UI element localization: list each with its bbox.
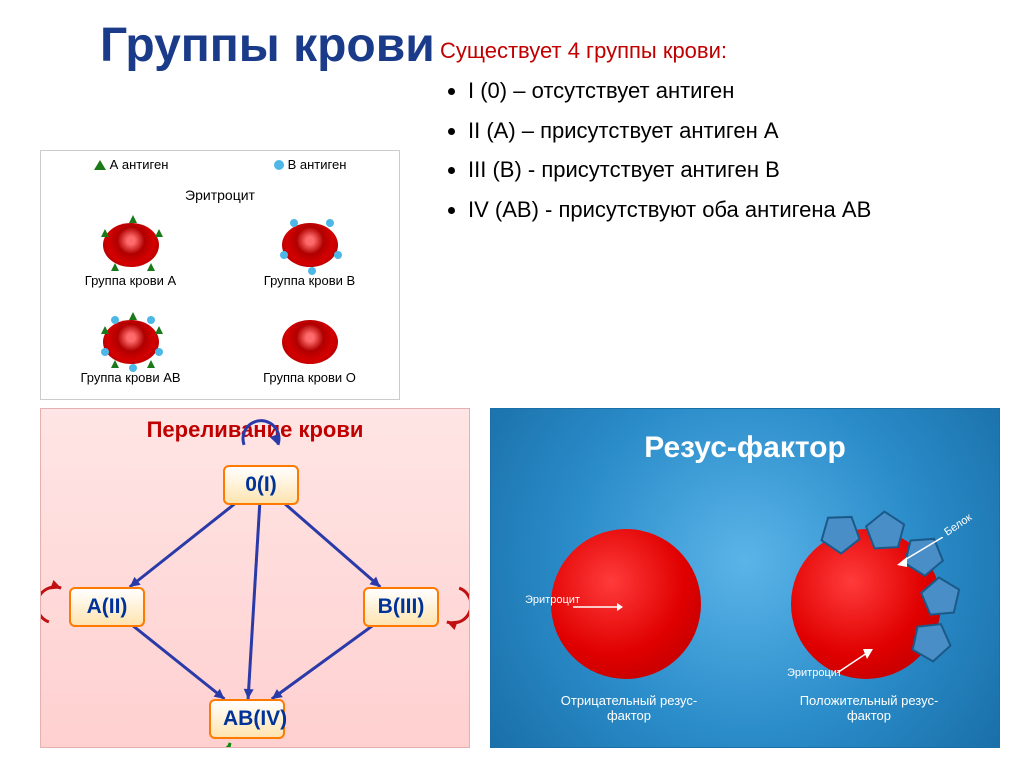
erythrocyte-cell: Группа крови АВ (41, 304, 220, 401)
bullet-item: I (0) – отсутствует антиген (468, 76, 1000, 106)
rh-factor-panel: Резус-фактор Эритроцит Белок Эритроцит О… (490, 408, 1000, 748)
rh-title: Резус-фактор (491, 431, 999, 465)
erythrocyte-icon (103, 223, 159, 267)
transfusion-node-b: B(III) (363, 587, 439, 627)
legend-a: А антиген (94, 157, 169, 172)
rh-neg-erythrocyte-label: Эритроцит (525, 594, 580, 606)
legend-b-label: В антиген (288, 157, 347, 172)
erythrocyte-label: Эритроцит (41, 187, 399, 203)
transfusion-node-o: 0(I) (223, 465, 299, 505)
erythrocyte-cell-label: Группа крови АВ (80, 370, 180, 385)
transfusion-arrows (41, 409, 469, 747)
intro-text: Существует 4 группы крови: (440, 38, 727, 64)
erythrocyte-cell-label: Группа крови О (263, 370, 356, 385)
erythrocyte-grid: Группа крови А Группа крови В Группа крови… (41, 207, 399, 401)
transfusion-node-ab: AB(IV) (209, 699, 285, 739)
rh-protein-arrow (897, 537, 943, 567)
erythrocyte-icon (103, 320, 159, 364)
erythrocyte-cell: Группа крови О (220, 304, 399, 401)
erythrocyte-icon (282, 223, 338, 267)
erythrocyte-cell: Группа крови В (220, 207, 399, 304)
rh-pos-caption: Положительный резус-фактор (779, 693, 959, 723)
transfusion-panel: Переливание крови 0(I)A(II)B(III)AB(IV) (40, 408, 470, 748)
legend-b: В антиген (274, 157, 347, 172)
bullet-item: II (А) – присутствует антиген А (468, 116, 1000, 146)
rh-pos-erythrocyte-label: Эритроцит (787, 667, 842, 679)
legend-a-label: А антиген (110, 157, 169, 172)
antigen-a-icon (94, 160, 106, 170)
erythrocyte-antigen-panel: А антиген В антиген Эритроцит Группа кро… (40, 150, 400, 400)
slide-title: Группы крови (100, 20, 435, 73)
bullet-list: I (0) – отсутствует антиген II (А) – при… (440, 76, 1000, 235)
rh-neg-caption: Отрицательный резус-фактор (539, 693, 719, 723)
erythrocyte-cell: Группа крови А (41, 207, 220, 304)
erythrocyte-cell-label: Группа крови В (264, 273, 355, 288)
erythrocyte-icon (282, 320, 338, 364)
antigen-legend: А антиген В антиген (41, 157, 399, 172)
bullet-item: IV (АВ) - присутствуют оба антигена АВ (468, 195, 1000, 225)
rh-neg-arrow (573, 601, 623, 617)
antigen-b-icon (274, 160, 284, 170)
rh-pos-arrow (837, 649, 877, 673)
bullet-item: III (В) - присутствует антиген В (468, 155, 1000, 185)
transfusion-node-a: A(II) (69, 587, 145, 627)
erythrocyte-cell-label: Группа крови А (85, 273, 176, 288)
